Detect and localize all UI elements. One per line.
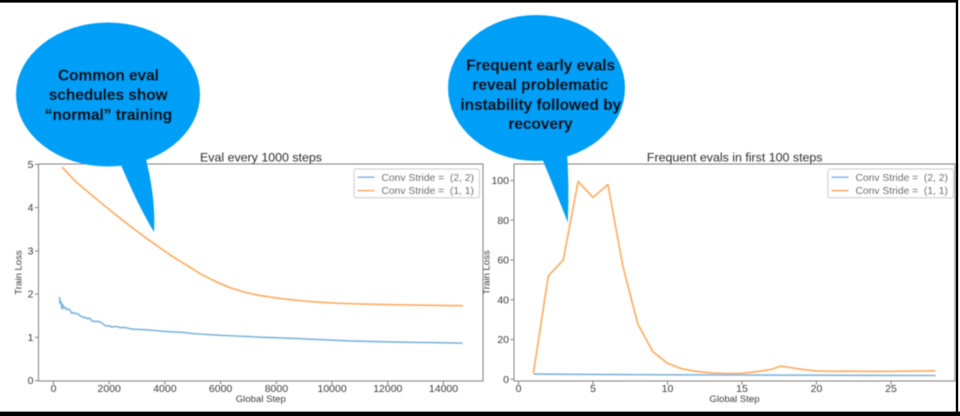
- svg-text:8000: 8000: [265, 383, 289, 395]
- svg-text:Conv Stride = (2, 2): Conv Stride = (2, 2): [382, 173, 474, 184]
- svg-text:Frequent evals in first 100 st: Frequent evals in first 100 steps: [647, 151, 823, 165]
- svg-text:1: 1: [28, 332, 34, 344]
- svg-text:5: 5: [28, 159, 34, 171]
- svg-text:0: 0: [28, 375, 34, 387]
- svg-text:15: 15: [736, 383, 748, 395]
- svg-text:Global Step: Global Step: [236, 394, 286, 405]
- svg-text:10000: 10000: [317, 383, 346, 395]
- svg-text:40: 40: [497, 294, 509, 306]
- svg-text:4: 4: [28, 202, 34, 214]
- svg-text:0: 0: [503, 374, 509, 386]
- svg-text:6000: 6000: [209, 383, 233, 395]
- svg-text:60: 60: [497, 255, 509, 267]
- svg-text:5: 5: [590, 383, 596, 395]
- svg-text:14000: 14000: [429, 383, 458, 395]
- svg-text:Train Loss: Train Loss: [482, 250, 493, 295]
- svg-text:10: 10: [662, 383, 674, 395]
- svg-text:Global Step: Global Step: [709, 394, 759, 405]
- svg-text:Conv Stride = (2, 2): Conv Stride = (2, 2): [856, 173, 948, 184]
- svg-text:80: 80: [497, 215, 509, 227]
- svg-text:12000: 12000: [373, 383, 402, 395]
- svg-text:2: 2: [28, 289, 34, 301]
- svg-text:20: 20: [811, 383, 823, 395]
- svg-text:100: 100: [491, 175, 509, 187]
- svg-text:instability followed by: instability followed by: [460, 97, 621, 114]
- svg-text:“normal” training: “normal” training: [45, 107, 172, 124]
- svg-text:0: 0: [516, 383, 522, 395]
- svg-text:Eval every 1000 steps: Eval every 1000 steps: [200, 151, 322, 165]
- svg-text:Conv Stride = (1, 1): Conv Stride = (1, 1): [856, 186, 948, 197]
- svg-text:Frequent early evals: Frequent early evals: [466, 58, 615, 75]
- svg-text:Train Loss: Train Loss: [14, 250, 25, 295]
- svg-text:schedules show: schedules show: [49, 87, 168, 104]
- svg-text:Conv Stride = (1, 1): Conv Stride = (1, 1): [382, 186, 474, 197]
- svg-text:25: 25: [885, 383, 897, 395]
- svg-text:3: 3: [28, 246, 34, 258]
- svg-text:20: 20: [497, 334, 509, 346]
- svg-text:0: 0: [51, 383, 57, 395]
- svg-text:reveal problematic: reveal problematic: [472, 77, 608, 94]
- svg-text:Common eval: Common eval: [58, 68, 159, 85]
- svg-text:recovery: recovery: [508, 116, 573, 133]
- svg-text:2000: 2000: [98, 383, 122, 395]
- svg-text:4000: 4000: [153, 383, 177, 395]
